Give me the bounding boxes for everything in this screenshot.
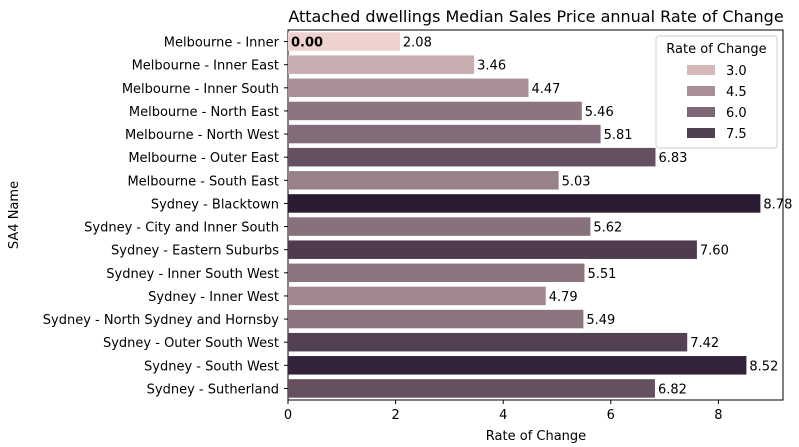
legend-box (655, 35, 778, 149)
bar-value-label: 5.49 (586, 313, 615, 328)
x-axis-label: Rate of Change (486, 429, 586, 444)
plot-border (287, 29, 784, 401)
legend-entry-label: 7.5 (726, 127, 747, 142)
bar (288, 147, 656, 167)
y-tick-label: Sydney - Outer South West (103, 336, 279, 351)
bar (288, 32, 400, 51)
bar (288, 101, 582, 121)
bar (288, 263, 585, 283)
bar-value-label: 4.79 (549, 290, 578, 305)
x-axis: 0 2 4 6 8 (284, 400, 723, 423)
bar-value-label: 6.83 (658, 151, 687, 166)
bar-value-label: 5.51 (587, 267, 616, 282)
y-tick-label: Melbourne - Inner East (132, 59, 279, 74)
bar-value-label: 5.81 (604, 128, 633, 143)
chart-title: Attached dwellings Median Sales Price an… (288, 7, 783, 26)
bars (288, 32, 761, 398)
y-tick-label: Sydney - Eastern Suburbs (111, 244, 279, 259)
y-tick-label: Melbourne - Inner (164, 36, 280, 51)
bar (288, 379, 655, 398)
x-tick-label: 2 (391, 408, 399, 423)
y-tick-label: Sydney - North Sydney and Hornsby (43, 313, 280, 328)
bar (288, 356, 747, 375)
legend-entry-label: 3.0 (726, 64, 747, 79)
legend-swatch (687, 86, 715, 96)
y-tick-label: Melbourne - South East (127, 174, 279, 189)
bar (288, 240, 697, 259)
bar-value-label: 3.46 (477, 59, 506, 74)
y-tick-label: Sydney - Blacktown (151, 197, 279, 212)
bar-value-label: 2.08 (403, 36, 432, 51)
x-tick-label: 0 (284, 408, 292, 423)
value-labels: 2.08 3.46 4.47 5.46 5.81 6.83 5.03 8.78 5.62 7.60… (291, 36, 792, 398)
bar (288, 217, 591, 236)
bar (288, 124, 601, 144)
y-tick-label: Melbourne - North East (129, 105, 279, 120)
bar (288, 194, 761, 213)
plot-frame (287, 29, 784, 401)
y-tick-label: Melbourne - Inner South (122, 82, 279, 97)
legend-title: Rate of Change (666, 42, 766, 57)
bar (288, 78, 529, 98)
bar-value-label: 5.46 (585, 105, 614, 120)
bar-value-label: 4.47 (532, 82, 561, 97)
y-tick-label: Melbourne - North West (125, 128, 279, 143)
bar (288, 332, 688, 352)
bar-value-label: 7.42 (690, 336, 719, 351)
legend-swatch (687, 128, 715, 138)
y-axis-label: SA4 Name (7, 181, 22, 249)
legend-swatch (687, 65, 715, 75)
y-tick-label: Sydney - Inner South West (106, 267, 279, 282)
bar (288, 55, 475, 74)
y-tick-label: Sydney - Inner West (148, 290, 279, 305)
bar (288, 171, 559, 190)
y-tick-label: Sydney - South West (144, 359, 279, 374)
y-tick-label: Melbourne - Outer East (128, 151, 279, 166)
bar-value-label: 6.82 (658, 382, 687, 397)
bar-value-label: 8.52 (749, 359, 778, 374)
bar (288, 309, 584, 329)
zero-value-label: 0.00 (291, 36, 323, 51)
y-tick-label: Sydney - City and Inner South (84, 221, 279, 236)
bar-value-label: 7.60 (700, 244, 729, 259)
x-tick-label: 4 (499, 408, 507, 423)
bar (288, 286, 546, 306)
y-tick-label: Sydney - Sutherland (147, 382, 279, 397)
x-tick-label: 8 (714, 408, 722, 423)
bar-value-label: 5.03 (562, 174, 591, 189)
legend-entry-label: 6.0 (726, 106, 747, 121)
y-axis: Melbourne - Inner Melbourne - Inner East M… (43, 36, 288, 397)
x-tick-label: 6 (607, 408, 615, 423)
bar-value-label: 5.62 (593, 221, 622, 236)
legend-entry-label: 4.5 (726, 85, 747, 100)
legend-swatch (687, 107, 715, 117)
legend: Rate of Change 3.0 4.5 6.0 7.5 (655, 35, 778, 149)
bar-value-label: 8.78 (763, 197, 792, 212)
